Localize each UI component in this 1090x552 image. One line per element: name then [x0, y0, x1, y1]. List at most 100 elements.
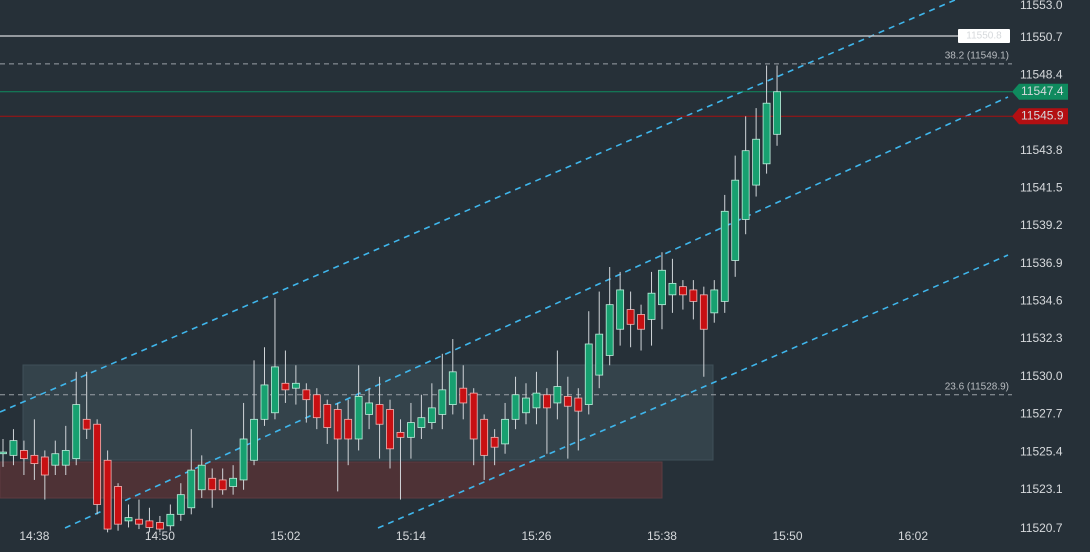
candle-body: [365, 402, 374, 415]
candle-body: [616, 289, 625, 330]
candle-body: [773, 91, 781, 135]
candle-body: [197, 464, 206, 491]
candle-body: [30, 454, 39, 464]
candle-body: [574, 397, 583, 412]
candle-body: [448, 371, 457, 405]
candle-body: [72, 404, 81, 460]
price-marker-label: 11547.4: [1021, 84, 1064, 98]
candle-body: [51, 453, 60, 466]
candle-body: [584, 343, 593, 405]
y-tick-label: 11525.4: [1020, 444, 1063, 458]
candle-body: [176, 494, 185, 515]
candle-body: [40, 456, 49, 476]
price-marker-label: 11545.9: [1021, 108, 1064, 122]
candle-body: [0, 451, 7, 455]
x-tick-label: 15:50: [772, 529, 802, 543]
x-tick-label: 14:38: [19, 529, 49, 543]
candle-body: [208, 477, 217, 491]
candle-body: [260, 384, 269, 420]
candle-body: [344, 418, 353, 440]
candle-body: [469, 392, 478, 440]
candle-body: [375, 404, 384, 425]
price-marker: [1012, 108, 1068, 125]
candle-body: [20, 450, 28, 460]
y-tick-label: 11530.0: [1020, 369, 1063, 383]
y-tick-label: 11553.0: [1020, 0, 1063, 12]
candle-body: [187, 469, 196, 509]
candle-body: [595, 333, 604, 376]
candle-body: [135, 518, 143, 525]
x-tick-label: 16:02: [898, 529, 928, 543]
candle-body: [710, 289, 719, 314]
candle-body: [459, 387, 468, 404]
candle-body: [480, 418, 489, 456]
candle-body: [281, 382, 290, 391]
candle-body: [271, 366, 279, 414]
x-tick-label: 15:02: [270, 529, 300, 543]
channel: [0, 0, 1009, 529]
candle-body: [532, 392, 541, 409]
y-tick-label: 11536.9: [1020, 256, 1063, 270]
candle-body: [291, 382, 300, 389]
candle-body: [93, 423, 102, 505]
candle-body: [9, 440, 18, 456]
y-tick-label: 11520.7: [1020, 521, 1063, 535]
price-box: [958, 29, 1010, 44]
candle-body: [145, 520, 154, 528]
candle-body: [333, 409, 342, 440]
candle-body: [61, 450, 70, 466]
candle-body: [396, 432, 405, 438]
candle-body: [490, 436, 499, 448]
price-box-label: 11550.8: [966, 31, 1002, 42]
candle-body: [302, 389, 311, 401]
candle-body: [323, 404, 332, 428]
candle-body: [762, 102, 771, 165]
x-tick-label: 15:14: [396, 529, 426, 543]
candle-body: [511, 394, 520, 420]
y-tick-label: 11539.2: [1020, 218, 1063, 232]
candle-body: [155, 522, 164, 530]
y-tick-label: 11541.5: [1020, 181, 1063, 195]
candle-body: [720, 210, 729, 302]
candle-body: [312, 394, 321, 419]
price-marker: [1012, 83, 1068, 100]
candle-body: [250, 418, 258, 461]
candle-body: [354, 395, 363, 440]
candle-body: [501, 418, 509, 445]
candle-body: [427, 407, 436, 423]
level-label: 23.6 (11528.9): [945, 381, 1009, 392]
candle-body: [239, 438, 248, 481]
level-label: 38.2 (11549.1): [945, 51, 1009, 62]
candle-body: [438, 389, 447, 415]
y-tick-label: 11548.4: [1020, 68, 1063, 82]
candle-body: [417, 417, 426, 428]
candle-body: [679, 286, 687, 296]
channel-line: [377, 254, 1009, 529]
candle-body: [741, 150, 750, 220]
candle-body: [229, 477, 238, 487]
candle-body: [218, 479, 227, 491]
channel-line: [64, 96, 1009, 529]
y-tick-label: 11527.7: [1020, 407, 1063, 421]
x-tick-label: 15:38: [647, 529, 677, 543]
y-tick-label: 11523.1: [1020, 482, 1063, 496]
y-tick-label: 11543.8: [1020, 143, 1063, 157]
candle-body: [522, 397, 530, 414]
candle-body: [103, 459, 112, 530]
candle-body: [605, 304, 614, 356]
y-tick-label: 11534.6: [1020, 294, 1063, 308]
y-tick-label: 11532.3: [1020, 331, 1063, 345]
candle-body: [626, 309, 635, 325]
candle-body: [668, 282, 677, 296]
candle-body: [386, 409, 394, 450]
candle-body: [553, 386, 562, 404]
y-tick-label: 11550.7: [1020, 30, 1063, 44]
candle-body: [689, 289, 698, 302]
x-tick-label: 15:26: [521, 529, 551, 543]
candle-body: [731, 179, 740, 261]
candle-body: [543, 394, 551, 409]
candle-body: [647, 292, 656, 320]
channel-line: [0, 0, 956, 413]
candle-body: [82, 418, 91, 430]
